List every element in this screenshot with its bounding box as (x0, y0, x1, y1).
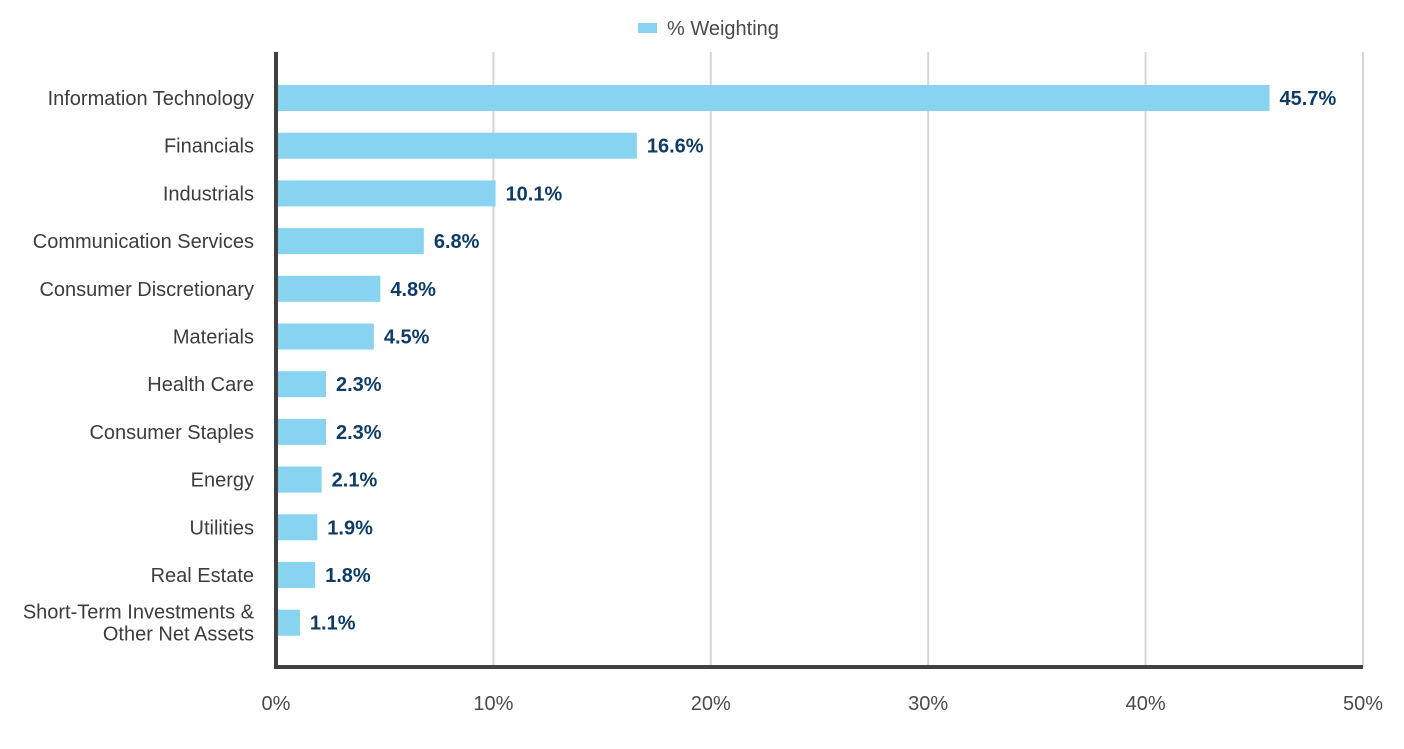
category-label: Financials (164, 136, 254, 158)
x-tick-labels: 0% 10% 20% 30% 40% 50% (262, 693, 1384, 715)
category-label: Utilities (190, 517, 254, 539)
legend-label: % Weighting (667, 18, 779, 40)
category-label-line: Short-Term Investments & (23, 602, 255, 624)
bar (276, 466, 322, 493)
value-label: 6.8% (434, 231, 480, 253)
category-label: Real Estate (151, 565, 254, 587)
category-label: Communication Services (33, 231, 254, 253)
bar (276, 371, 327, 398)
value-label: 45.7% (1280, 88, 1337, 110)
x-tick-label: 0% (262, 693, 291, 715)
legend: % Weighting (638, 18, 779, 40)
value-label: 2.3% (336, 422, 382, 444)
bar (276, 609, 300, 636)
category-label: Information Technology (48, 88, 254, 110)
bar (276, 418, 327, 445)
value-labels: 45.7% 16.6% 10.1% 6.8% 4.8% 4.5% 2.3% 2.3% 2.1% 1… (310, 88, 1337, 635)
gridlines (492, 52, 1364, 667)
value-label: 4.8% (390, 279, 436, 301)
x-tick-label: 10% (473, 693, 513, 715)
category-label: Health Care (147, 374, 254, 396)
value-label: 1.9% (327, 517, 373, 539)
value-label: 2.3% (336, 374, 382, 396)
x-tick-label: 30% (908, 693, 948, 715)
bar (276, 323, 374, 350)
value-label: 10.1% (506, 183, 563, 205)
value-label: 4.5% (384, 327, 430, 349)
value-label: 1.1% (310, 613, 356, 635)
bar (276, 514, 318, 541)
axes (274, 52, 1363, 669)
bar (276, 562, 316, 588)
category-label: Short-Term Investments & Other Net Assets (23, 602, 255, 646)
bar (276, 85, 1270, 111)
bar (276, 275, 381, 302)
legend-swatch (638, 23, 657, 33)
category-label-line: Other Net Assets (103, 624, 254, 646)
value-label: 1.8% (325, 565, 371, 587)
bar (276, 180, 496, 207)
value-label: 2.1% (332, 470, 378, 492)
category-label: Materials (173, 327, 254, 349)
category-label: Energy (191, 470, 254, 492)
bars (276, 85, 1270, 636)
bar (276, 228, 424, 255)
category-label: Consumer Discretionary (39, 279, 254, 301)
bar (276, 132, 637, 159)
category-labels: Information Technology Financials Industri… (23, 88, 255, 646)
x-tick-label: 40% (1126, 693, 1166, 715)
value-label: 16.6% (647, 136, 704, 158)
x-tick-label: 20% (691, 693, 731, 715)
x-tick-label: 50% (1343, 693, 1383, 715)
category-label: Industrials (163, 183, 254, 205)
category-label: Consumer Staples (89, 422, 254, 444)
